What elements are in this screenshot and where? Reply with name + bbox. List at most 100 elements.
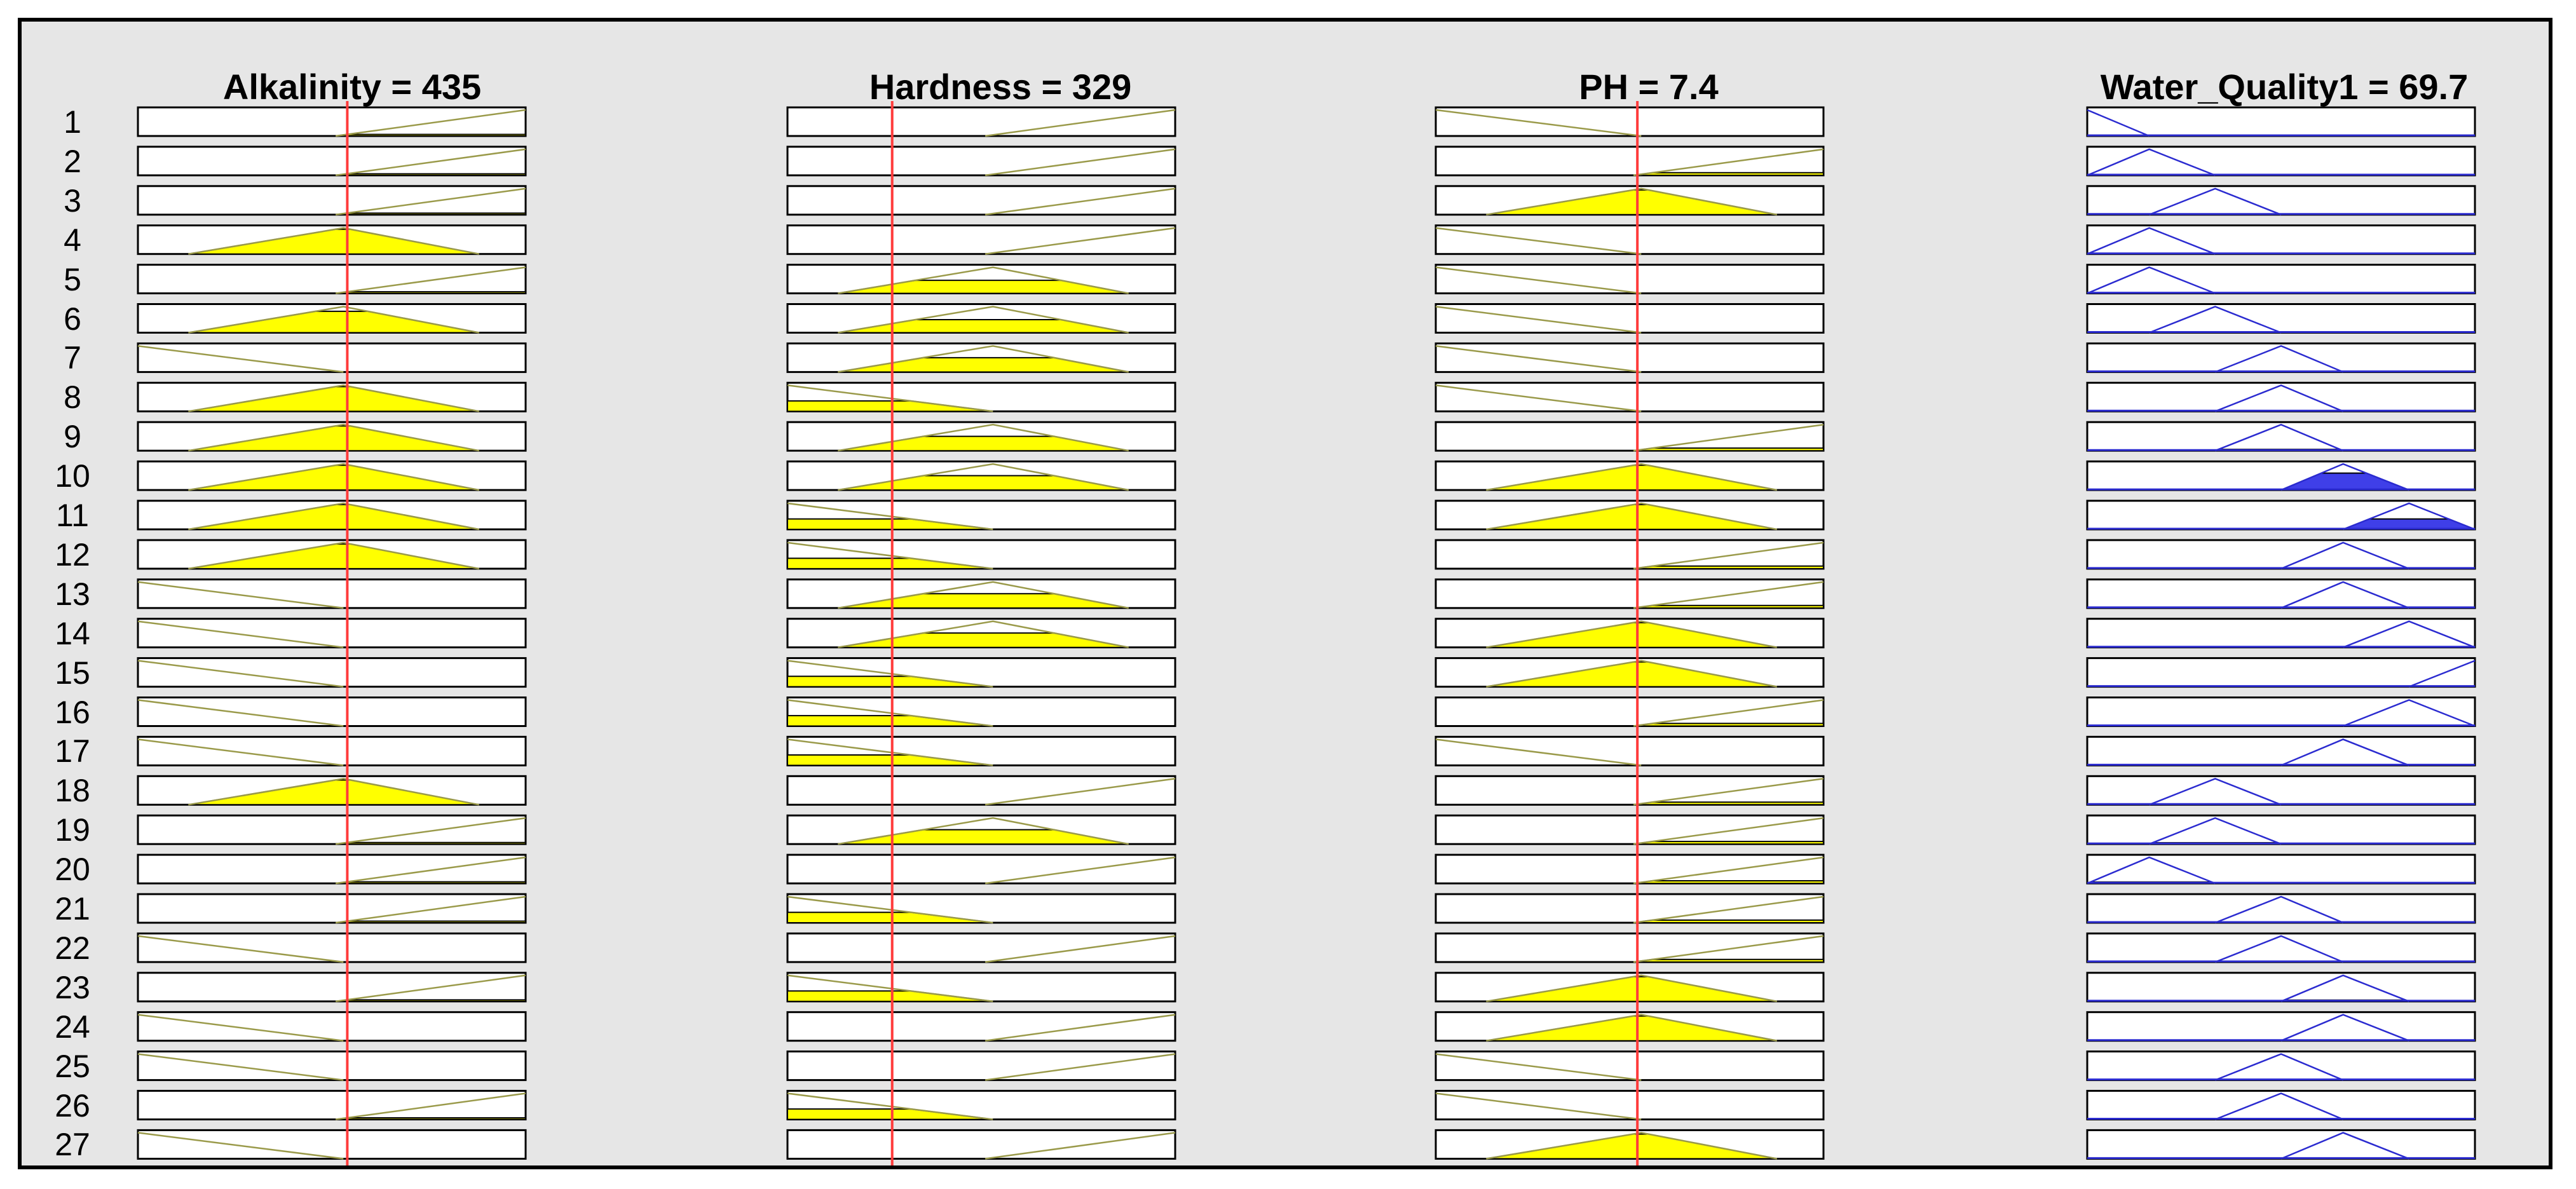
rule-22-cell-0[interactable]	[137, 932, 527, 963]
rule-plots[interactable]	[22, 22, 2549, 1165]
rule-6-membership-1	[838, 306, 1129, 334]
rule-18-cell-3[interactable]	[2086, 775, 2476, 806]
rule-26-cell-3[interactable]	[2086, 1090, 2476, 1120]
rule-20-fired-area-2	[1633, 880, 1824, 885]
rule-18-cell-2[interactable]	[1435, 775, 1825, 806]
rule-16-membership-3	[2343, 699, 2476, 727]
rule-2-cell-3[interactable]	[2086, 146, 2476, 177]
rule-15-cell-3[interactable]	[2086, 657, 2476, 688]
rule-26-cell-2[interactable]	[1435, 1090, 1825, 1120]
rule-15-cell-0[interactable]	[137, 657, 527, 688]
rule-22-cell-1[interactable]	[786, 932, 1176, 963]
rule-6-cell-3[interactable]	[2086, 303, 2476, 334]
rule-number-label: 1	[64, 104, 81, 140]
rule-16-membership-2	[1633, 699, 1824, 727]
rule-17-cell-3[interactable]	[2086, 735, 2476, 766]
rule-3-cell-0[interactable]	[137, 185, 527, 216]
rule-19-cell-0[interactable]	[137, 814, 527, 845]
rule-18-cell-1[interactable]	[786, 775, 1176, 806]
rule-9-membership-3	[2214, 423, 2344, 452]
rule-21-cell-3[interactable]	[2086, 893, 2476, 924]
rule-7-cell-0[interactable]	[137, 342, 527, 373]
rule-2-cell-1[interactable]	[786, 146, 1176, 177]
rule-4-cell-1[interactable]	[786, 224, 1176, 255]
rule-15-membership-1	[787, 660, 993, 688]
rule-8-cell-2[interactable]	[1435, 381, 1825, 412]
rule-14-membership-3	[2343, 620, 2476, 648]
rule-3-cell-3[interactable]	[2086, 185, 2476, 216]
rule-17-cell-0[interactable]	[137, 735, 527, 766]
rule-16-cell-3[interactable]	[2086, 696, 2476, 727]
rule-25-cell-2[interactable]	[1435, 1050, 1825, 1082]
rule-22-cell-3[interactable]	[2086, 932, 2476, 963]
rule-23-cell-3[interactable]	[2086, 972, 2476, 1003]
rule-number-label: 16	[55, 694, 90, 730]
rule-23-cell-0[interactable]	[137, 972, 527, 1003]
rule-24-cell-3[interactable]	[2086, 1011, 2476, 1042]
rule-6-cell-2[interactable]	[1435, 303, 1825, 334]
rule-3-fired-area-0	[335, 212, 526, 215]
rule-25-cell-0[interactable]	[137, 1050, 527, 1082]
rule-1-cell-0[interactable]	[137, 106, 527, 137]
rule-26-membership-0	[335, 1092, 526, 1120]
variable-title-alkalinity: Alkalinity = 435	[222, 67, 482, 107]
rule-26-membership-2	[1435, 1092, 1642, 1120]
rule-27-cell-3[interactable]	[2086, 1129, 2476, 1160]
rule-3-membership-2	[1486, 187, 1778, 216]
rule-24-cell-0[interactable]	[137, 1011, 527, 1042]
rule-17-cell-2[interactable]	[1435, 735, 1825, 766]
rule-number-label: 3	[64, 182, 81, 219]
variable-title-ph: PH = 7.4	[1579, 67, 1719, 107]
rule-25-cell-1[interactable]	[786, 1050, 1176, 1082]
rule-12-cell-3[interactable]	[2086, 539, 2476, 570]
rule-14-cell-0[interactable]	[137, 618, 527, 649]
rule-10-cell-3[interactable]	[2086, 460, 2476, 491]
rule-1-cell-1[interactable]	[786, 106, 1176, 137]
rule-1-cell-3[interactable]	[2086, 106, 2476, 137]
rule-16-cell-2[interactable]	[1435, 696, 1825, 727]
rule-21-cell-0[interactable]	[137, 893, 527, 924]
rule-number-label: 11	[56, 498, 89, 533]
rule-7-cell-2[interactable]	[1435, 342, 1825, 373]
rule-24-cell-1[interactable]	[786, 1011, 1176, 1042]
rule-8-membership-2	[1435, 384, 1642, 412]
rule-13-cell-0[interactable]	[137, 578, 527, 609]
rule-number-label: 20	[55, 852, 90, 888]
rule-9-cell-3[interactable]	[2086, 421, 2476, 452]
rule-2-cell-0[interactable]	[137, 146, 527, 177]
rule-21-cell-2[interactable]	[1435, 893, 1825, 924]
rule-13-cell-3[interactable]	[2086, 578, 2476, 609]
rule-20-membership-3	[2087, 856, 2216, 885]
rule-25-cell-3[interactable]	[2086, 1050, 2476, 1082]
rule-4-cell-2[interactable]	[1435, 224, 1825, 255]
rule-14-cell-3[interactable]	[2086, 618, 2476, 649]
rule-26-cell-0[interactable]	[137, 1090, 527, 1120]
rule-20-cell-1[interactable]	[786, 853, 1176, 885]
rule-4-cell-3[interactable]	[2086, 224, 2476, 255]
rule-5-cell-0[interactable]	[137, 264, 527, 295]
rule-1-cell-2[interactable]	[1435, 106, 1825, 137]
rule-9-fired-area-2	[1633, 447, 1824, 452]
rule-22-membership-1	[985, 935, 1176, 963]
rule-9-cell-2[interactable]	[1435, 421, 1825, 452]
rule-16-cell-0[interactable]	[137, 696, 527, 727]
rule-4-membership-3	[2087, 227, 2216, 255]
rule-19-cell-2[interactable]	[1435, 814, 1825, 845]
rule-13-cell-2[interactable]	[1435, 578, 1825, 609]
rule-12-cell-2[interactable]	[1435, 539, 1825, 570]
rule-20-cell-0[interactable]	[137, 853, 527, 885]
rule-5-membership-1	[838, 266, 1129, 294]
rule-23-membership-2	[1486, 974, 1778, 1003]
rule-7-cell-3[interactable]	[2086, 342, 2476, 373]
rule-2-cell-2[interactable]	[1435, 146, 1825, 177]
rule-22-cell-2[interactable]	[1435, 932, 1825, 963]
rule-3-cell-1[interactable]	[786, 185, 1176, 216]
rule-19-cell-3[interactable]	[2086, 814, 2476, 845]
rule-7-membership-1	[838, 345, 1129, 373]
rule-15-membership-2	[1486, 660, 1778, 688]
rule-27-cell-1[interactable]	[786, 1129, 1176, 1160]
rule-20-cell-2[interactable]	[1435, 853, 1825, 885]
rule-5-cell-2[interactable]	[1435, 264, 1825, 295]
rule-27-cell-0[interactable]	[137, 1129, 527, 1160]
rule-8-cell-3[interactable]	[2086, 381, 2476, 412]
